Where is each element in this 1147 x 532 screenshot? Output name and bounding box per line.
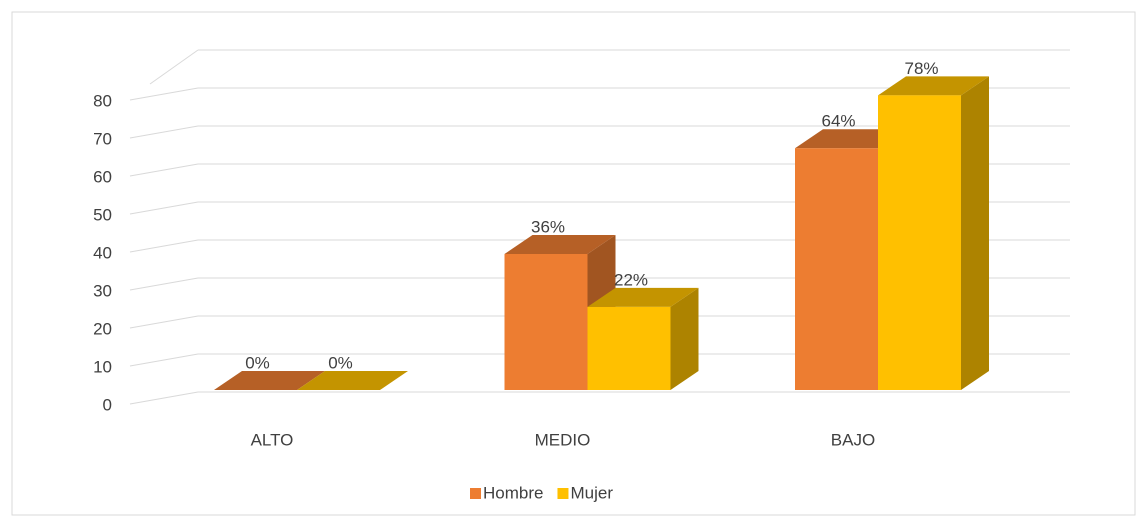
y-tick-label: 50 xyxy=(93,205,112,224)
y-tick-label: 10 xyxy=(93,357,112,376)
grid-line xyxy=(129,353,199,367)
bar xyxy=(587,306,671,390)
grid-line xyxy=(149,49,199,85)
bar-top xyxy=(878,76,989,96)
y-tick-label: 80 xyxy=(93,91,112,110)
bar-top xyxy=(587,287,699,307)
grid-line xyxy=(129,277,199,291)
y-tick-label: 0 xyxy=(103,395,112,414)
legend-swatch xyxy=(557,488,569,499)
y-tick-label: 30 xyxy=(93,281,112,300)
grid-line xyxy=(129,239,199,253)
bar xyxy=(795,148,878,390)
value-label: 64% xyxy=(821,112,855,131)
y-tick-label: 70 xyxy=(93,129,112,148)
bar xyxy=(878,95,961,390)
value-label: 78% xyxy=(904,59,938,78)
bar-side xyxy=(961,76,989,390)
bar-top xyxy=(297,371,408,390)
legend-swatch xyxy=(470,488,481,499)
grid-line xyxy=(129,125,199,139)
grid-line xyxy=(129,201,199,215)
y-tick-label: 40 xyxy=(93,243,112,262)
legend-label: Mujer xyxy=(570,483,613,502)
grid-line xyxy=(129,315,199,329)
x-tick-label: ALTO xyxy=(251,430,294,449)
bar-side xyxy=(670,287,699,390)
bar-top xyxy=(214,371,325,390)
value-label: 36% xyxy=(531,217,565,236)
x-tick-label: BAJO xyxy=(831,430,875,449)
value-label: 0% xyxy=(328,353,353,372)
value-label: 0% xyxy=(245,353,270,372)
y-tick-label: 20 xyxy=(93,319,112,338)
grid-line xyxy=(129,87,199,101)
value-label: 22% xyxy=(614,270,648,289)
grid-line xyxy=(129,163,199,177)
bar-top xyxy=(504,235,616,254)
legend-label: Hombre xyxy=(483,483,543,502)
x-tick-label: MEDIO xyxy=(535,430,591,449)
y-tick-label: 60 xyxy=(93,167,112,186)
grid-line xyxy=(129,391,199,405)
bar xyxy=(504,254,588,390)
